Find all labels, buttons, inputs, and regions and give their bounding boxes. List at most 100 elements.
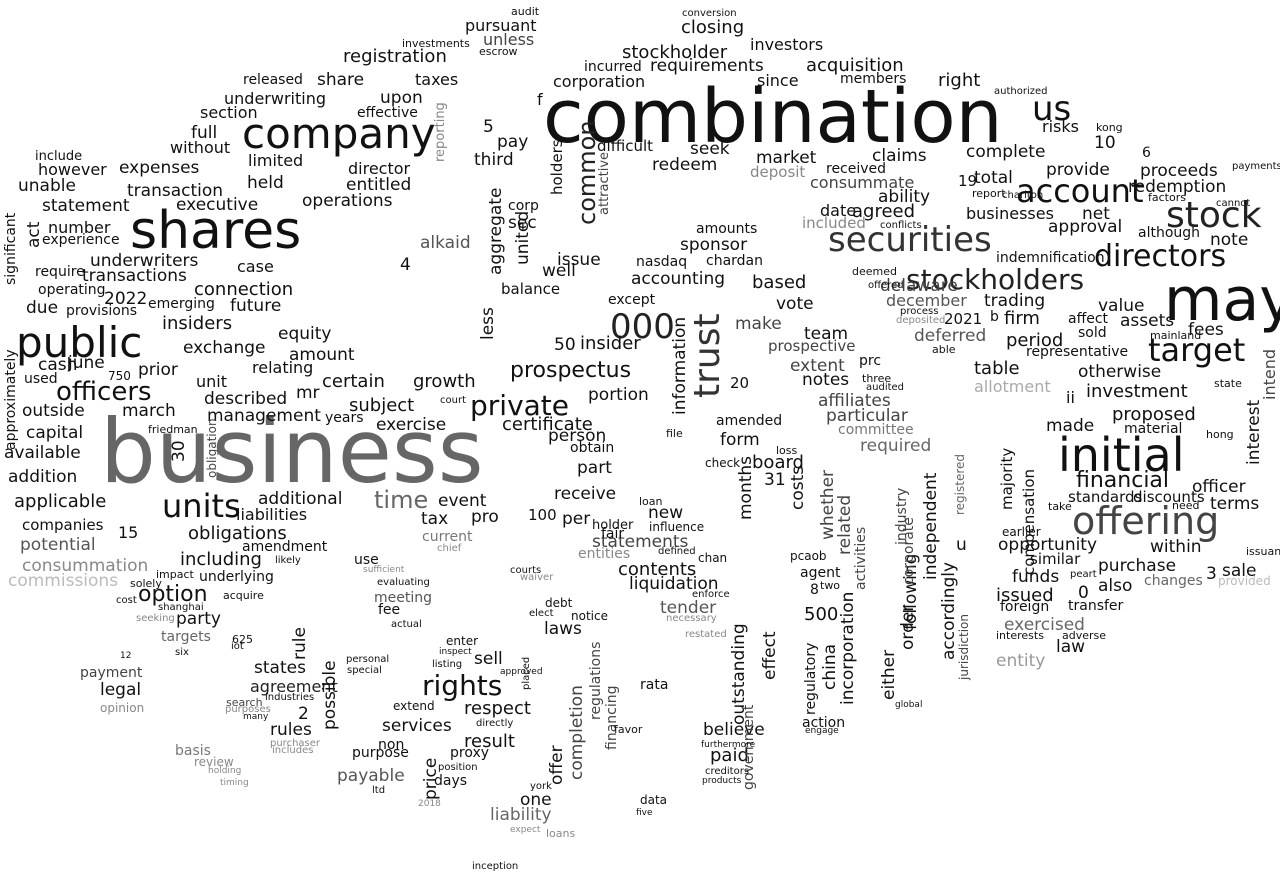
- cloud-word: legal: [100, 680, 142, 700]
- cloud-word: ability: [878, 187, 931, 207]
- cloud-word: costs: [788, 465, 808, 510]
- cloud-word: completion: [567, 685, 587, 780]
- cloud-word: products: [702, 776, 742, 786]
- cloud-word: 12: [120, 651, 132, 661]
- cloud-word: redemption: [1128, 177, 1227, 197]
- cloud-word: order: [898, 604, 918, 650]
- cloud-word: 30: [169, 440, 189, 462]
- cloud-word: sufficient: [363, 565, 405, 575]
- cloud-word: years: [325, 410, 364, 426]
- cloud-word: risks: [1042, 117, 1079, 136]
- cloud-word: event: [438, 491, 487, 511]
- cloud-word: statements: [592, 532, 689, 552]
- cloud-word: notice: [571, 609, 608, 623]
- cloud-word: stockholder: [622, 42, 728, 63]
- cloud-word: representative: [1026, 344, 1129, 360]
- cloud-word: us: [1032, 89, 1072, 129]
- cloud-word: act: [24, 221, 44, 248]
- cloud-word: pursuant: [465, 16, 537, 35]
- cloud-word: agreement: [250, 677, 338, 696]
- cloud-word: three: [862, 372, 892, 385]
- cloud-word: conversion: [682, 8, 737, 19]
- cloud-word: affiliates: [818, 391, 891, 411]
- cloud-word: connection: [194, 279, 294, 300]
- cloud-word: case: [237, 257, 274, 276]
- cloud-word: prc: [859, 353, 882, 369]
- cloud-word: payment: [80, 665, 143, 681]
- cloud-word: 15: [118, 523, 139, 542]
- cloud-word: claims: [872, 146, 927, 166]
- cloud-word: charlton: [1002, 190, 1044, 201]
- cloud-word: upon: [380, 88, 423, 108]
- cloud-word: require: [35, 264, 85, 280]
- cloud-word: liability: [490, 805, 552, 825]
- cloud-word: 500: [804, 604, 839, 625]
- cloud-word: purposes: [225, 704, 271, 715]
- cloud-word: fee: [378, 602, 401, 618]
- cloud-word: purchaser: [270, 738, 321, 749]
- cloud-word: 10: [1094, 133, 1116, 153]
- cloud-word: per: [562, 509, 591, 529]
- cloud-word: approved: [500, 667, 543, 677]
- cloud-word: pro: [471, 507, 499, 527]
- cloud-word: limited: [248, 151, 304, 170]
- cloud-word: contents: [618, 559, 697, 580]
- cloud-word: regulatory: [803, 642, 819, 715]
- cloud-word: vote: [776, 294, 814, 314]
- cloud-word: full: [191, 123, 218, 143]
- cloud-word: opportunity: [998, 535, 1098, 555]
- cloud-word: timing: [220, 778, 249, 788]
- cloud-word: targets: [161, 629, 211, 645]
- cloud-word: allotment: [974, 377, 1051, 396]
- cloud-word: well: [542, 261, 576, 281]
- cloud-word: combination: [543, 74, 1003, 160]
- cloud-word: likely: [275, 555, 301, 566]
- cloud-word: underwriting: [224, 89, 326, 108]
- cloud-word: target: [1148, 331, 1246, 369]
- cloud-word: relating: [252, 358, 314, 377]
- cloud-word: use: [354, 552, 379, 568]
- cloud-word: notes: [802, 370, 850, 390]
- cloud-word: amended: [716, 413, 783, 429]
- cloud-word: less: [478, 307, 498, 340]
- cloud-word: prospective: [768, 337, 856, 355]
- cloud-word: court: [440, 395, 466, 406]
- cloud-word: interests: [996, 629, 1044, 642]
- cloud-word: extend: [393, 699, 435, 713]
- cloud-word: taxes: [415, 70, 459, 89]
- cloud-word: 100: [528, 506, 557, 524]
- cloud-word: requirements: [650, 56, 764, 76]
- cloud-word: received: [826, 161, 887, 177]
- cloud-word: 2: [298, 704, 309, 724]
- cloud-word: acquisition: [806, 55, 904, 76]
- cloud-word: report: [972, 187, 1006, 200]
- cloud-word: note: [1210, 230, 1249, 250]
- cloud-word: due: [26, 298, 59, 318]
- cloud-word: 000: [610, 307, 675, 347]
- cloud-word: operating: [38, 282, 106, 298]
- cloud-word: approval: [1048, 217, 1123, 237]
- cloud-word: peart: [1070, 569, 1097, 580]
- cloud-word: transaction: [127, 181, 224, 201]
- cloud-word: funds: [1012, 567, 1060, 587]
- cloud-word: creditors: [705, 766, 750, 777]
- cloud-word: offered: [868, 280, 904, 291]
- cloud-word: impact: [156, 568, 194, 581]
- cloud-word: approximately: [3, 349, 19, 450]
- cloud-word: current: [422, 529, 473, 545]
- cloud-word: shanghai: [158, 602, 204, 613]
- cloud-word: transactions: [82, 266, 187, 286]
- cloud-word: person: [548, 426, 607, 446]
- cloud-word: hong: [1206, 428, 1234, 441]
- cloud-word: based: [752, 272, 807, 293]
- cloud-word: sec: [508, 213, 537, 233]
- cloud-word: 50: [554, 335, 576, 355]
- cloud-word: officers: [56, 377, 152, 407]
- cloud-word: evaluating: [377, 577, 430, 588]
- cloud-word: potential: [20, 535, 96, 555]
- cloud-word: audited: [866, 382, 905, 393]
- cloud-word: cash: [38, 355, 78, 375]
- cloud-word: seek: [690, 139, 730, 159]
- cloud-word: underlying: [199, 569, 274, 585]
- cloud-word: delaware: [880, 276, 958, 296]
